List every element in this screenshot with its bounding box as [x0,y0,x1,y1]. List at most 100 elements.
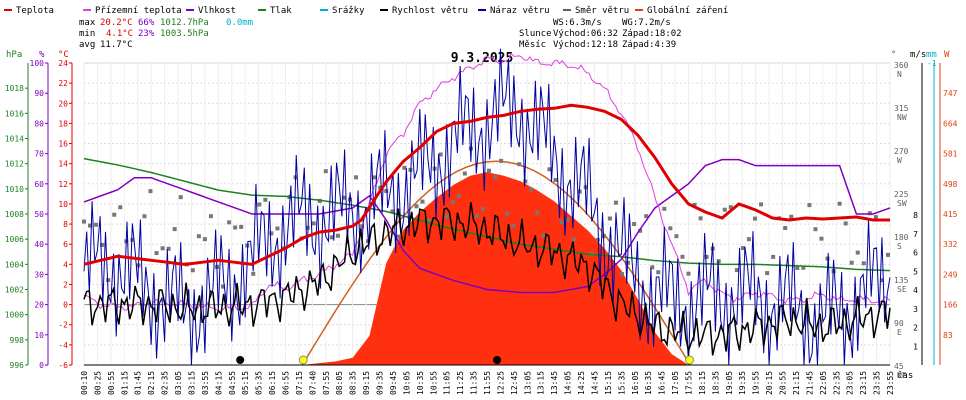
direction-dot [626,260,631,265]
x-tick-label: 23:15 [859,371,868,395]
moonrise-marker [493,356,502,364]
legend-item: Náraz větru [490,6,550,16]
legend-item: Globální záření [647,6,728,16]
hum-axis-tick-label: 100 [30,59,45,68]
x-tick-label: 20:55 [779,371,788,395]
x-tick-label: 18:15 [698,371,707,395]
direction-dot [396,234,401,239]
solar-theoretical-arc [301,160,691,366]
x-tick-label: 15:15 [604,371,613,395]
hum-unit: % [39,50,45,60]
solar-series [301,160,691,366]
x-tick-label: 11:05 [443,371,452,395]
direction-dot [759,202,764,207]
direction-dot [311,221,316,226]
wind-tick-label: 6 [913,249,918,258]
temp-axis-tick-label: 20 [58,99,68,108]
solar-tick-label: 166 [943,301,958,310]
direction-dot [559,219,564,224]
direction-dot [613,200,618,205]
moonset-marker [236,356,245,364]
temp-axis-tick-label: 4 [63,260,68,269]
direction-dot [650,265,655,270]
axes: 9969981000100210041006100810101012101410… [5,59,958,395]
press-axis-tick-label: 1002 [5,286,24,295]
x-tick-label: 17:55 [685,371,694,395]
direction-dot [692,202,697,207]
x-tick-label: 18:35 [711,371,720,395]
direction-dot [420,199,425,204]
solar-unit: W [944,50,950,60]
direction-dot [607,216,612,221]
x-tick-label: 02:35 [161,371,170,395]
dir-tick-label: N [897,70,902,79]
x-tick-label: 05:15 [241,371,250,395]
moon-label: Měsíc [519,40,546,50]
direction-dot [190,268,195,273]
press-axis-tick-label: 1008 [5,210,24,219]
direction-dot [438,152,443,157]
press-axis-tick-label: 996 [10,361,25,370]
press-axis-tick-label: 1014 [5,135,24,144]
direction-dot [414,204,419,209]
x-tick-label: 22:35 [832,371,841,395]
x-tick-label: 22:05 [819,371,828,395]
direction-dot [595,237,600,242]
sunset-marker [685,355,695,365]
dir-tick-label: SW [897,199,907,208]
x-tick-label: 00:25 [93,371,102,395]
series-lines [83,48,891,366]
temp-axis-tick-label: 22 [58,79,68,88]
x-tick-label: 13:45 [550,371,559,395]
x-tick-label: 08:05 [335,371,344,395]
x-tick-label: 04:15 [214,371,223,395]
sun-label: Slunce [519,29,552,39]
direction-dot [88,223,93,228]
direction-dot [82,219,86,224]
solar-tick-label: 83 [943,331,953,340]
avg-temp: 11.7°C [100,40,133,50]
dir-tick-label: 225 [894,190,909,199]
moon-rise: Východ:12:18 [553,40,618,50]
temp-axis-tick-label: 0 [63,301,68,310]
press-axis-tick-label: 1004 [5,260,24,269]
series-line [83,202,891,356]
dir-tick-label: 90 [894,319,904,328]
press-axis-tick-label: 998 [10,336,25,345]
x-tick-label: 07:40 [308,371,317,395]
direction-dot [686,271,691,276]
solar-area [302,172,689,365]
solar-tick-label: 415 [943,210,958,219]
dir-tick-label: 315 [894,104,909,113]
temp-axis-tick-label: 8 [63,220,68,229]
x-tick-label: 08:35 [349,371,358,395]
max-press: 1012.7hPa [160,18,209,28]
sun-set: Západ:18:02 [622,29,682,39]
dir-unit: ° [891,50,896,60]
min-press: 1003.5hPa [160,29,209,39]
temp-axis-tick-label: -2 [58,321,68,330]
direction-dot [620,272,625,277]
hum-axis-tick-label: 50 [34,210,44,219]
hum-axis-tick-label: 0 [39,361,44,370]
direction-dot [269,231,274,236]
x-tick-label: 01:45 [134,371,143,395]
direction-dot [456,193,461,198]
wind-tick-label: 3 [913,305,918,314]
x-tick-label: 02:15 [147,371,156,395]
press-axis-tick-label: 1018 [5,84,24,93]
direction-dot [257,202,262,207]
direction-dot [154,251,159,256]
direction-dot [511,223,516,228]
direction-dot [752,216,757,221]
x-tick-label: 03:55 [201,371,210,395]
direction-dot [746,237,751,242]
temp-axis-tick-label: 16 [58,140,68,149]
direction-dot [873,215,878,220]
temp-axis-tick-label: 10 [58,200,68,209]
direction-dot [819,236,824,241]
direction-dot [112,212,117,217]
direction-dot [354,175,359,180]
x-axis-label: čas [897,370,913,381]
